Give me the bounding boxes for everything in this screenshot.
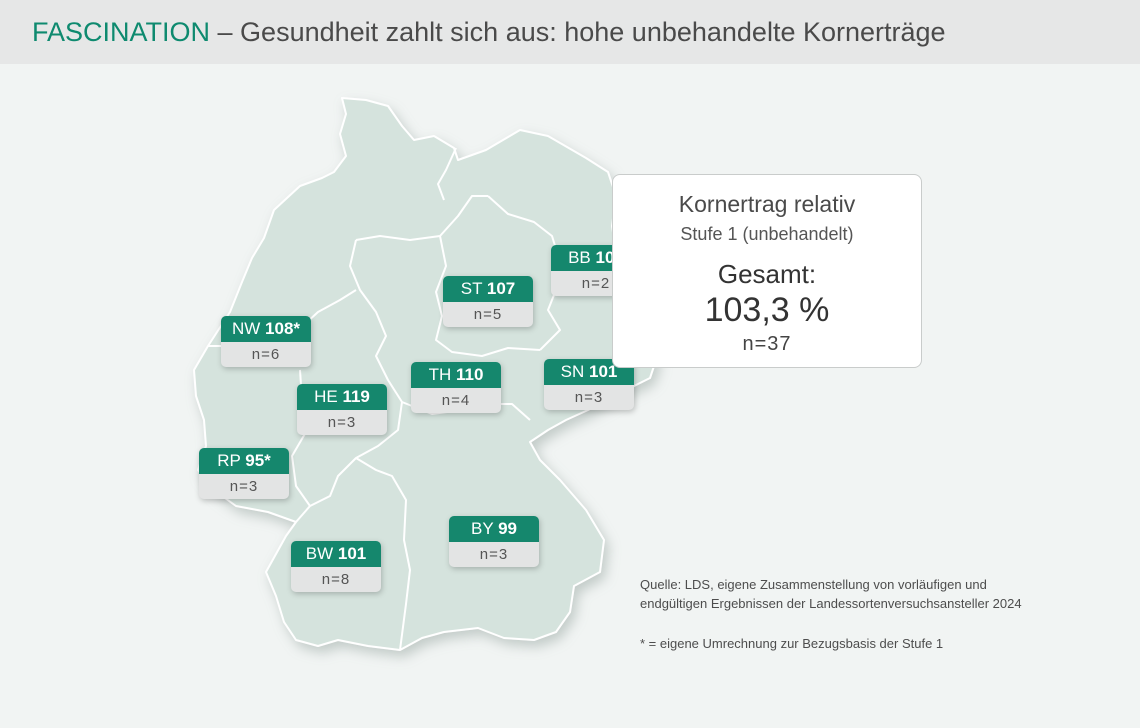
badge-sn-value: 101 <box>588 362 618 381</box>
badge-rp-header: RP 95* <box>199 448 289 474</box>
source-note: Quelle: LDS, eigene Zusammenstellung von… <box>640 575 1080 613</box>
title-brand: FASCINATION <box>32 17 211 47</box>
badge-nw-code: NW <box>231 319 261 338</box>
badge-he-value: 119 <box>342 387 370 406</box>
badge-bw-code: BW <box>305 544 334 563</box>
badge-bw-header: BW 101 <box>291 541 381 567</box>
badge-st-value: 107 <box>486 279 516 298</box>
badge-th-n: n=4 <box>411 388 501 413</box>
summary-total-label: Gesamt: <box>717 259 817 289</box>
badge-bw-n: n=8 <box>291 567 381 592</box>
header-bar: FASCINATION – Gesundheit zahlt sich aus:… <box>0 0 1140 64</box>
summary-total-n: n=37 <box>742 333 792 355</box>
summary-title: Kornertrag relativ <box>678 191 856 217</box>
footnote: * = eigene Umrechnung zur Bezugsbasis de… <box>640 636 944 651</box>
badge-st-code: ST <box>460 279 483 298</box>
badge-th-code: TH <box>428 365 452 384</box>
badge-sn-code: SN <box>560 362 585 381</box>
badge-bw: BW 101 n=8 <box>291 541 381 593</box>
badge-nw: NW 108* n=6 <box>221 316 311 368</box>
source-line-2: endgültigen Ergebnissen der Landessorten… <box>640 596 1022 611</box>
badge-sn: SN 101 n=3 <box>544 359 634 411</box>
page-title: FASCINATION – Gesundheit zahlt sich aus:… <box>32 15 946 49</box>
summary-box: Kornertrag relativ Stufe 1 (unbehandelt)… <box>612 174 922 368</box>
badge-sn-header: SN 101 <box>544 359 634 385</box>
badge-nw-value: 108* <box>265 319 301 338</box>
badge-nw-header: NW 108* <box>221 316 311 342</box>
badge-th: TH 110 n=4 <box>411 362 501 414</box>
badge-st-header: ST 107 <box>443 276 533 302</box>
badge-st-n: n=5 <box>443 302 533 327</box>
badge-bb-code: BB <box>568 248 591 267</box>
badge-by-n: n=3 <box>449 542 539 567</box>
badge-rp-value: 95* <box>245 451 271 470</box>
badge-th-value: 110 <box>455 365 484 384</box>
badge-by-code: BY <box>470 519 494 538</box>
title-text: – Gesundheit zahlt sich aus: hohe unbeha… <box>210 17 946 47</box>
summary-total-value: 103,3 % <box>704 291 830 329</box>
badge-rp-n: n=3 <box>199 474 289 499</box>
badge-by-value: 99 <box>498 519 518 538</box>
badge-he: HE 119 n=3 <box>297 384 387 436</box>
source-line-1: Quelle: LDS, eigene Zusammenstellung von… <box>640 577 987 592</box>
badge-sn-n: n=3 <box>544 385 634 410</box>
badge-he-code: HE <box>314 387 338 406</box>
badge-nw-n: n=6 <box>221 342 311 367</box>
badge-rp: RP 95* n=3 <box>199 448 289 500</box>
badge-th-header: TH 110 <box>411 362 501 388</box>
badge-rp-code: RP <box>217 451 241 470</box>
badge-st: ST 107 n=5 <box>443 276 533 328</box>
badge-bw-value: 101 <box>337 544 367 563</box>
badge-he-header: HE 119 <box>297 384 387 410</box>
badge-by: BY 99 n=3 <box>449 516 539 568</box>
badge-by-header: BY 99 <box>449 516 539 542</box>
badge-he-n: n=3 <box>297 410 387 435</box>
summary-subtitle: Stufe 1 (unbehandelt) <box>680 224 854 244</box>
